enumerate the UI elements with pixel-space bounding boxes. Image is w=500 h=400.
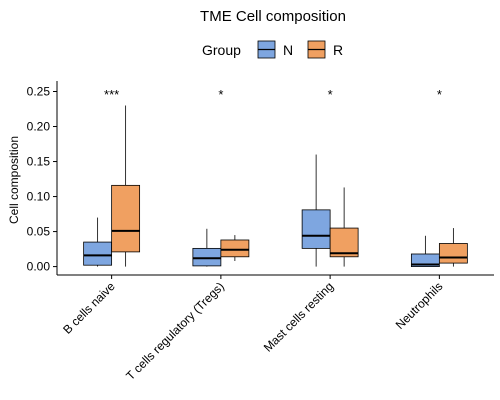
box-R-3 <box>329 187 359 267</box>
y-tick-label: 0.25 <box>27 85 51 99</box>
chart-title: TME Cell composition <box>200 8 346 25</box>
significance-label: * <box>328 87 333 102</box>
series-N <box>83 154 440 267</box>
series-R <box>111 105 468 267</box>
x-tick-label: T cells regulatory (Tregs) <box>123 279 227 383</box>
significance-label: * <box>437 87 442 102</box>
legend-item-R: R <box>307 40 343 59</box>
box-N-4 <box>410 235 440 267</box>
legend-label: N <box>283 42 293 58</box>
x-tick-label: B cells naive <box>60 279 118 337</box>
y-tick-label: 0.15 <box>27 155 51 169</box>
legend-title: Group <box>202 42 241 58</box>
legend-item-N: N <box>257 40 293 59</box>
significance-label: *** <box>104 87 119 102</box>
significance-label: * <box>218 87 223 102</box>
significance-labels: *** * * * <box>104 87 442 102</box>
box-R-1 <box>111 105 141 267</box>
box-N-2 <box>192 228 222 267</box>
box-body <box>438 243 468 264</box>
y-tick-label: 0.20 <box>27 120 51 134</box>
box-body <box>192 247 222 267</box>
y-axis-title: Cell composition <box>7 136 21 224</box>
y-axis: 0.00 0.05 0.10 0.15 0.20 0.25 <box>27 81 58 275</box>
box-body <box>301 209 331 249</box>
legend-label: R <box>333 42 343 58</box>
box-R-4 <box>438 228 468 267</box>
y-tick-label: 0.05 <box>27 225 51 239</box>
box-body <box>220 239 250 258</box>
x-tick-label: Mast cells resting <box>261 279 336 354</box>
box-N-3 <box>301 154 331 267</box>
y-tick-label: 0.00 <box>27 260 51 274</box>
x-tick-label: Neutrophils <box>393 279 446 332</box>
boxes <box>83 105 468 267</box>
box-N-1 <box>83 217 113 267</box>
box-body <box>329 227 359 258</box>
box-R-2 <box>220 235 250 261</box>
y-tick-label: 0.10 <box>27 190 51 204</box>
box-body <box>83 241 113 266</box>
box-body <box>111 184 141 253</box>
x-axis: B cells naive T cells regulatory (Tregs) M… <box>57 274 494 383</box>
